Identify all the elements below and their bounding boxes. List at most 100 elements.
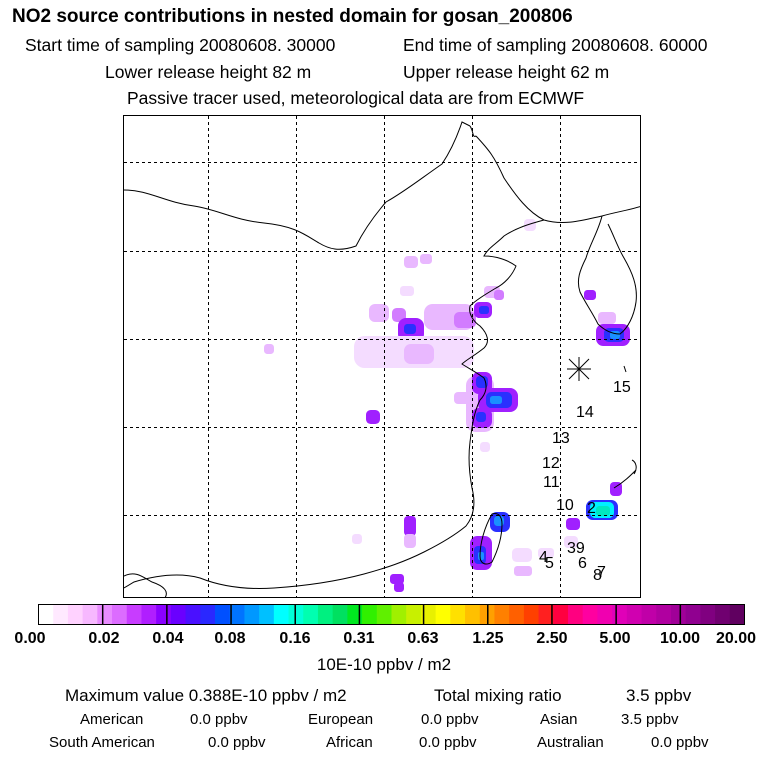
european-label: European [308,711,374,728]
colorbar-cell [538,604,554,625]
station-marker [567,357,591,381]
african-value: 0.0 ppbv [419,734,477,751]
colorbar-cell [126,604,142,625]
colorbar-tick-4: 0.16 [279,630,311,647]
track-label-7: 7 [597,564,606,581]
japan-islands [613,365,637,489]
total-mixing-value: 3.5 ppbv [626,686,692,705]
concentration-cell [610,482,622,496]
colorbar-cell [685,604,701,625]
tracer-note: Passive tracer used, meteorological data… [127,88,585,108]
track-label-6: 6 [578,555,587,572]
concentration-cell [404,256,418,268]
concentration-cell [514,566,532,576]
colorbar-cell [347,604,363,625]
concentration-cell [394,582,404,592]
colorbar-cell [112,604,128,625]
colorbar-cell [582,604,598,625]
concentration-cell [404,534,416,548]
colorbar-cell [229,604,245,625]
colorbar-cell [332,604,348,625]
colorbar-cell [244,604,260,625]
lat-lon-grid [124,116,640,597]
colorbar-cell [141,604,157,625]
colorbar-major-ticks [101,604,682,625]
colorbar-cell [612,604,628,625]
concentration-cell [366,410,380,424]
northeast-coast [475,135,640,223]
concentration-cell [566,518,580,530]
concentration-cell [479,306,489,314]
asian-label: Asian [540,711,578,728]
upper-release-label: Upper release height 62 m [403,62,610,82]
mongolia-border [124,121,477,250]
colorbar-cell [273,604,289,625]
colorbar-tick-10: 10.00 [659,630,701,647]
concentration-cell [584,290,596,300]
concentration-cell [264,344,274,354]
colorbar-cell [317,604,334,625]
colorbar-tick-11: 20.00 [715,630,757,647]
concentration-cell [490,396,502,404]
colorbar-tick-1: 0.02 [88,630,120,647]
colorbar-tick-3: 0.08 [214,630,246,647]
colorbar-tick-9: 5.00 [599,630,631,647]
colorbar-cell [170,604,186,625]
concentration-cell [392,308,406,322]
track-label-39: 39 [567,540,585,557]
bohai-coast [124,219,545,589]
colorbar-cell [82,604,98,625]
colorbar-cell [494,604,510,625]
chart-title: NO2 source contributions in nested domai… [12,6,573,27]
colorbar-cell [38,604,54,625]
concentration-cell [454,392,470,404]
colorbar-cell [568,604,584,625]
colorbar-cell [288,604,304,625]
colorbar-cell [97,604,113,625]
sw-border [124,573,167,597]
colorbar-unit-label: 10E-10 ppbv / m2 [316,655,452,674]
max-value-label: Maximum value 0.388E-10 ppbv / m2 [65,686,347,705]
colorbar-cell [185,604,201,625]
concentration-cell [420,254,432,264]
colorbar-tick-0: 0.00 [14,630,46,647]
concentration-cell [494,516,504,526]
colorbar-cell [729,604,745,625]
colorbar-cell [303,604,319,625]
colorbar-cell [53,604,69,625]
concentration-cell [524,219,536,231]
colorbar-cell [376,604,392,625]
african-label: African [326,734,373,751]
concentration-cell [494,290,504,300]
concentration-cell [480,442,490,452]
south-american-label: South American [49,734,155,751]
track-label-4: 4 [539,549,548,566]
total-mixing-label: Total mixing ratio [434,686,562,705]
concentration-cell [564,536,578,548]
colorbar-cell [406,604,422,625]
track-label-12: 12 [542,455,560,472]
concentration-cell [454,312,476,328]
colorbar-cell [450,604,466,625]
taiwan-island [479,513,503,565]
colorbar-cell [700,604,716,625]
australian-label: Australian [537,734,604,751]
colorbar-cell [200,604,216,625]
colorbar-tick-8: 2.50 [536,630,568,647]
colorbar-cell [670,604,687,625]
track-label-14: 14 [576,404,594,421]
colorbar-cell [626,604,642,625]
end-time-label: End time of sampling 20080608. 60000 [403,35,708,55]
concentration-cell [369,304,389,322]
colorbar-cell [465,604,481,625]
american-label: American [80,711,144,728]
korea-coast [577,215,637,335]
colorbar-cell [553,604,569,625]
concentration-cell [400,286,414,296]
colorbar-cell [641,604,657,625]
colorbar-cell [656,604,672,625]
track-label-8: 8 [593,567,602,584]
colorbar-cell [362,604,378,625]
colorbar-tick-5: 0.31 [343,630,375,647]
track-label-15: 15 [613,379,631,396]
